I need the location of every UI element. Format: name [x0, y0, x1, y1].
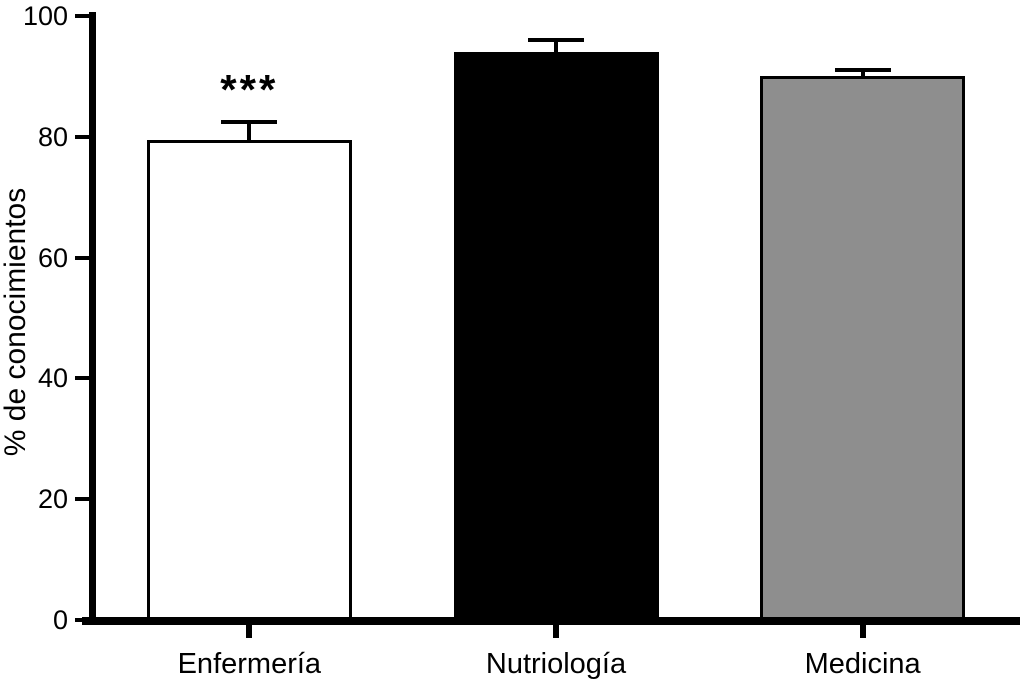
bar-3	[760, 76, 966, 620]
error-bar-cap	[528, 38, 584, 43]
y-tick-label: 100	[22, 1, 68, 31]
y-tick-mark	[75, 376, 90, 381]
x-tick-mark	[553, 625, 559, 638]
y-tick-label: 60	[37, 242, 68, 273]
x-category-label: Nutriología	[485, 648, 627, 680]
y-axis-line	[89, 12, 96, 625]
y-tick-mark	[75, 255, 90, 260]
y-axis-title: % de conocimientos	[0, 187, 32, 457]
error-bar-line	[860, 70, 865, 79]
y-tick-label: 40	[37, 363, 68, 394]
x-tick-mark	[859, 625, 866, 638]
y-tick-mark	[75, 618, 90, 622]
y-tick-mark	[75, 497, 90, 502]
error-bar-line	[247, 121, 252, 142]
x-tick-mark	[246, 625, 253, 638]
y-tick-mark	[75, 14, 90, 18]
x-category-label: Enfermería	[177, 648, 322, 680]
bar-1	[146, 139, 352, 620]
x-axis-line	[82, 617, 1020, 625]
x-category-label: Medicina	[804, 648, 921, 680]
y-tick-label: 80	[37, 121, 68, 152]
error-bar-cap	[221, 119, 278, 124]
y-tick-mark	[75, 134, 90, 139]
y-tick-label: 20	[37, 484, 68, 515]
significance-annotation: ***	[220, 65, 279, 113]
error-bar-line	[554, 40, 558, 55]
error-bar-cap	[834, 68, 891, 73]
bar-2	[453, 52, 659, 620]
y-tick-label: 0	[52, 605, 68, 635]
